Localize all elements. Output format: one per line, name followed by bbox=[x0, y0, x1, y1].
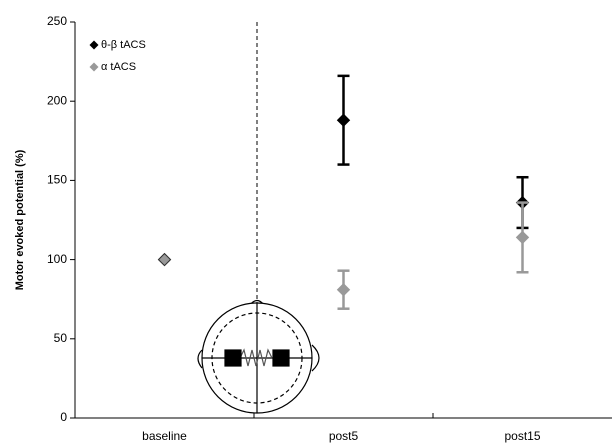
legend-marker bbox=[90, 63, 99, 72]
marker bbox=[159, 254, 171, 266]
x-tick-label: post15 bbox=[504, 429, 540, 443]
marker bbox=[338, 284, 350, 296]
electrode bbox=[225, 350, 241, 366]
electrode bbox=[273, 350, 289, 366]
marker bbox=[517, 231, 529, 243]
left-ear bbox=[198, 350, 202, 368]
y-tick-label: 200 bbox=[47, 93, 67, 107]
legend-label: α tACS bbox=[101, 61, 136, 73]
y-axis-label: Motor evoked potential (%) bbox=[14, 149, 26, 290]
chart: Motor evoked potential (%) 0 50 100 150 200 2… bbox=[0, 0, 612, 445]
y-tick-label: 250 bbox=[47, 14, 67, 28]
legend-marker bbox=[90, 41, 99, 50]
y-tick-label: 100 bbox=[47, 252, 67, 266]
right-ear bbox=[312, 345, 319, 371]
y-tick-label: 150 bbox=[47, 173, 67, 187]
y-tick-label: 0 bbox=[60, 410, 67, 424]
x-tick-label: post5 bbox=[329, 429, 359, 443]
marker bbox=[338, 114, 350, 126]
legend-label: θ-β tACS bbox=[101, 39, 146, 51]
head-diagram bbox=[198, 301, 319, 414]
x-tick-label: baseline bbox=[142, 429, 187, 443]
y-tick-label: 50 bbox=[54, 331, 68, 345]
